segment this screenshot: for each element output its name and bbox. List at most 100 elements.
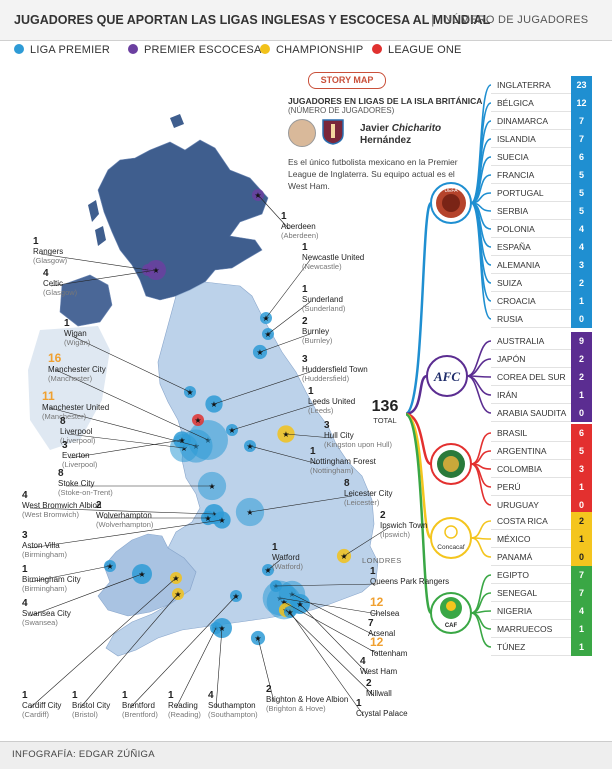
player-nickname: Chicharito [391, 123, 442, 134]
country-name: AUSTRALIA [497, 336, 545, 346]
story-heading-sub: (NÚMERO DE JUGADORES) [288, 106, 395, 115]
tree-trunk-afc [404, 374, 428, 416]
country-name: SENEGAL [497, 588, 538, 598]
star-icon: ★ [208, 482, 215, 491]
club-label-birmingham: 1 Birmingham City (Birmingham) [22, 564, 81, 593]
country-row-uefa: BÉLGICA 12 [491, 94, 592, 112]
club-label-reading: 1 Reading (Reading) [168, 690, 201, 719]
star-icon: ★ [174, 590, 181, 599]
club-count: 1 [33, 236, 39, 247]
club-label-mancity: 16 Manchester City (Manchester) [48, 352, 106, 384]
tree-branch [470, 612, 492, 648]
star-icon: ★ [232, 592, 239, 601]
club-count: 1 [302, 284, 308, 295]
club-label-watford: 1 Watford (Watford) [272, 542, 303, 571]
country-count: 9 [571, 332, 592, 350]
legend-label-scottish: PREMIER ESCOCESA [144, 44, 262, 56]
club-label-leicester: 8 Leicester City (Leicester) [344, 478, 392, 507]
legend-item-leagueone: LEAGUE ONE [372, 44, 462, 56]
club-count: 1 [64, 318, 70, 329]
country-name: SERBIA [497, 206, 529, 216]
club-city: (Manchester) [42, 412, 87, 421]
club-label-liverpool: 8 Liverpool (Liverpool) [60, 416, 95, 445]
leader-line [275, 583, 379, 587]
club-count: 1 [272, 542, 278, 553]
club-city: (Brentford) [122, 710, 158, 719]
uefa-badge-label: UEFA [444, 188, 458, 194]
star-icon: ★ [152, 266, 159, 275]
country-row-uefa: ISLANDIA 7 [491, 130, 592, 148]
country-count: 2 [571, 274, 592, 292]
club-name: Nottingham Forest [310, 457, 376, 466]
legend: LIGA PREMIER PREMIER ESCOCESA CHAMPIONSH… [0, 40, 612, 62]
west-ham-crest-icon [322, 119, 344, 145]
club-city: (Liverpool) [60, 436, 96, 445]
club-label-rangers: 1 Rangers (Glasgow) [33, 236, 67, 265]
club-label-huddersfield: 3 Huddersfield Town (Huddersfield) [302, 354, 368, 383]
tree-trunk-uefa [404, 201, 433, 416]
club-name: Stoke City [58, 479, 95, 488]
legend-dot-leagueone [372, 44, 382, 54]
leader-line [50, 269, 157, 287]
club-label-ipswich: 2 Ipswich Town (Ipswich) [380, 510, 427, 539]
club-label-leeds: 1 Leeds United (Leeds) [308, 386, 355, 415]
club-count: 3 [62, 440, 68, 451]
concacaf-badge-label: Concacaf [437, 544, 465, 551]
leader-line [285, 609, 375, 697]
club-label-hull: 3 Hull City (Kingston upon Hull) [324, 420, 392, 449]
club-marker-extra1 [192, 414, 204, 426]
club-name: Aberdeen [281, 222, 316, 231]
club-label-swansea: 4 Swansea City (Swansea) [22, 598, 71, 627]
tree-branch [470, 520, 492, 539]
legend-dot-scottish [128, 44, 138, 54]
country-count: 7 [571, 130, 592, 148]
club-city: (Glasgow) [33, 256, 68, 265]
star-icon: ★ [256, 348, 263, 357]
story-text: Es el único futbolista mexicano en la Pr… [288, 157, 458, 191]
country-name: ISLANDIA [497, 134, 536, 144]
club-city: (Ipswich) [380, 530, 411, 539]
club-name: Queens Park Rangers [370, 577, 450, 586]
club-city: (Glasgow) [43, 288, 78, 297]
star-icon: ★ [186, 388, 193, 397]
player-avatar [288, 119, 316, 147]
page-title: JUGADORES QUE APORTAN LAS LIGAS INGLESAS… [14, 13, 491, 27]
club-label-newcastle: 1 Newcastle United (Newcastle) [302, 242, 364, 271]
country-count: 6 [571, 148, 592, 166]
club-name: Huddersfield Town [302, 365, 368, 374]
scotland-shape [97, 139, 269, 301]
country-name: POLONIA [497, 224, 535, 234]
club-count: 2 [380, 510, 386, 521]
londres-label: LONDRES [362, 556, 402, 565]
club-city: (Leeds) [308, 406, 334, 415]
club-count: 1 [281, 211, 287, 222]
country-row-afc: JAPÓN 2 [491, 350, 592, 368]
country-name: FRANCIA [497, 170, 535, 180]
country-name: INGLATERRA [497, 80, 551, 90]
country-row-concacaf: COSTA RICA 2 [491, 512, 592, 530]
club-count: 1 [122, 690, 128, 701]
country-name: BRASIL [497, 428, 528, 438]
conmebol-badge [430, 443, 472, 485]
club-count: 11 [42, 389, 55, 403]
country-count: 5 [571, 442, 592, 460]
country-count: 5 [571, 166, 592, 184]
title-separator: | [431, 12, 435, 27]
club-count: 8 [58, 468, 64, 479]
country-count: 1 [571, 386, 592, 404]
country-count: 1 [571, 292, 592, 310]
country-count: 5 [571, 184, 592, 202]
club-count: 1 [356, 698, 362, 709]
tree-connectors [404, 84, 492, 648]
leader-line [29, 565, 111, 583]
country-row-afc: IRÁN 1 [491, 386, 592, 404]
club-name: Tottenham [370, 649, 408, 658]
club-city: (Birmingham) [22, 550, 68, 559]
club-name: Birmingham City [22, 575, 81, 584]
scotland-islands [88, 114, 184, 246]
club-label-millwall: 2 Millwall [366, 678, 392, 698]
country-row-caf: SENEGAL 7 [491, 584, 592, 602]
country-name: PERÚ [497, 482, 521, 492]
leader-lines [29, 194, 389, 717]
star-icon: ★ [254, 191, 261, 200]
